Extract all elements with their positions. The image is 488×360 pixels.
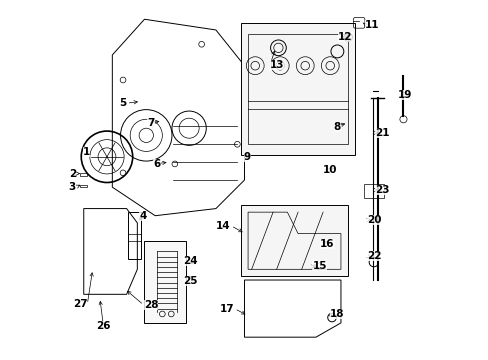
Text: 8: 8 [333,122,340,132]
Text: 19: 19 [397,90,412,100]
Text: 23: 23 [374,185,388,195]
Text: 14: 14 [216,221,230,231]
Text: 7: 7 [147,118,154,128]
Text: 10: 10 [322,165,336,175]
Bar [241,23,354,155]
Bar [144,241,185,323]
Text: 13: 13 [270,60,284,69]
Text: 28: 28 [143,300,158,310]
Text: 2: 2 [68,168,76,179]
Bar [364,184,383,198]
Text: 4: 4 [139,211,146,221]
Text: 5: 5 [119,98,126,108]
Text: 12: 12 [337,32,352,42]
Text: 27: 27 [73,299,87,309]
Bar [80,185,86,187]
Bar [128,212,141,258]
Text: 1: 1 [83,147,90,157]
Bar [247,33,347,144]
Text: 24: 24 [183,256,198,266]
Text: 26: 26 [96,321,110,331]
Text: 17: 17 [220,303,234,314]
Text: 21: 21 [374,128,388,138]
Text: 6: 6 [153,159,161,169]
Text: 22: 22 [366,251,380,261]
Bar [241,205,347,276]
Circle shape [172,161,177,167]
Text: 15: 15 [312,261,326,271]
Text: 16: 16 [320,239,334,249]
Text: 20: 20 [366,215,380,225]
Bar [80,173,87,176]
Text: 3: 3 [68,182,76,192]
Text: 25: 25 [183,276,198,286]
Text: 18: 18 [329,309,344,319]
Text: 9: 9 [244,152,250,162]
Text: 11: 11 [365,19,379,30]
